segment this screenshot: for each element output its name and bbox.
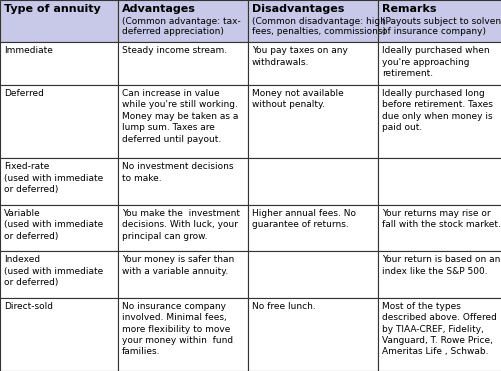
Bar (247, 85, 377, 158)
Bar (247, 158, 377, 205)
Bar (377, 0, 501, 42)
Text: Most of the types
described above. Offered
by TIAA-CREF, Fidelity,
Vanguard, T. : Most of the types described above. Offer… (381, 302, 496, 357)
Text: You make the  investment
decisions. With luck, your
principal can grow.: You make the investment decisions. With … (122, 209, 239, 240)
Text: Your money is safer than
with a variable annuity.: Your money is safer than with a variable… (122, 255, 234, 276)
Text: Disadvantages: Disadvantages (252, 4, 344, 14)
Text: Money not available
without penalty.: Money not available without penalty. (252, 89, 343, 109)
Text: No insurance company
involved. Minimal fees,
more flexibility to move
your money: No insurance company involved. Minimal f… (122, 302, 232, 357)
Bar (0, 158, 118, 205)
Bar (377, 251, 501, 298)
Bar (0, 0, 118, 42)
Text: Advantages: Advantages (122, 4, 195, 14)
Bar (0, 42, 118, 85)
Bar (377, 205, 501, 251)
Bar (0, 251, 118, 298)
Bar (118, 298, 247, 371)
Text: Steady income stream.: Steady income stream. (122, 46, 226, 55)
Text: Variable
(used with immediate
or deferred): Variable (used with immediate or deferre… (4, 209, 103, 240)
Text: Higher annual fees. No
guarantee of returns.: Higher annual fees. No guarantee of retu… (252, 209, 355, 229)
Bar (247, 0, 377, 42)
Bar (0, 298, 118, 371)
Bar (247, 298, 377, 371)
Bar (247, 205, 377, 251)
Bar (377, 298, 501, 371)
Text: Your return is based on an
index like the S&P 500.: Your return is based on an index like th… (381, 255, 499, 276)
Bar (118, 0, 247, 42)
Text: Indexed
(used with immediate
or deferred): Indexed (used with immediate or deferred… (4, 255, 103, 287)
Text: No free lunch.: No free lunch. (252, 302, 315, 311)
Bar (0, 85, 118, 158)
Bar (118, 42, 247, 85)
Text: Direct-sold: Direct-sold (4, 302, 53, 311)
Bar (377, 42, 501, 85)
Bar (118, 85, 247, 158)
Text: Deferred: Deferred (4, 89, 44, 98)
Text: Fixed-rate
(used with immediate
or deferred): Fixed-rate (used with immediate or defer… (4, 162, 103, 194)
Bar (247, 251, 377, 298)
Bar (0, 205, 118, 251)
Text: Can increase in value
while you're still working.
Money may be taken as a
lump s: Can increase in value while you're still… (122, 89, 238, 144)
Text: Ideally purchased long
before retirement. Taxes
due only when money is
paid out.: Ideally purchased long before retirement… (381, 89, 492, 132)
Text: You pay taxes on any
withdrawals.: You pay taxes on any withdrawals. (252, 46, 347, 67)
Text: (Payouts subject to solvency
of insurance company): (Payouts subject to solvency of insuranc… (381, 17, 501, 36)
Text: Immediate: Immediate (4, 46, 53, 55)
Text: Your returns may rise or
fall with the stock market.: Your returns may rise or fall with the s… (381, 209, 500, 229)
Bar (118, 251, 247, 298)
Text: Remarks: Remarks (381, 4, 436, 14)
Text: (Common advantage: tax-
deferred appreciation): (Common advantage: tax- deferred appreci… (122, 17, 240, 36)
Bar (118, 205, 247, 251)
Text: Type of annuity: Type of annuity (4, 4, 101, 14)
Bar (377, 85, 501, 158)
Text: Ideally purchased when
you're approaching
retirement.: Ideally purchased when you're approachin… (381, 46, 488, 78)
Text: No investment decisions
to make.: No investment decisions to make. (122, 162, 233, 183)
Bar (377, 158, 501, 205)
Bar (247, 42, 377, 85)
Text: (Common disadvantage: high
fees, penalties, commissions): (Common disadvantage: high fees, penalti… (252, 17, 385, 36)
Bar (118, 158, 247, 205)
